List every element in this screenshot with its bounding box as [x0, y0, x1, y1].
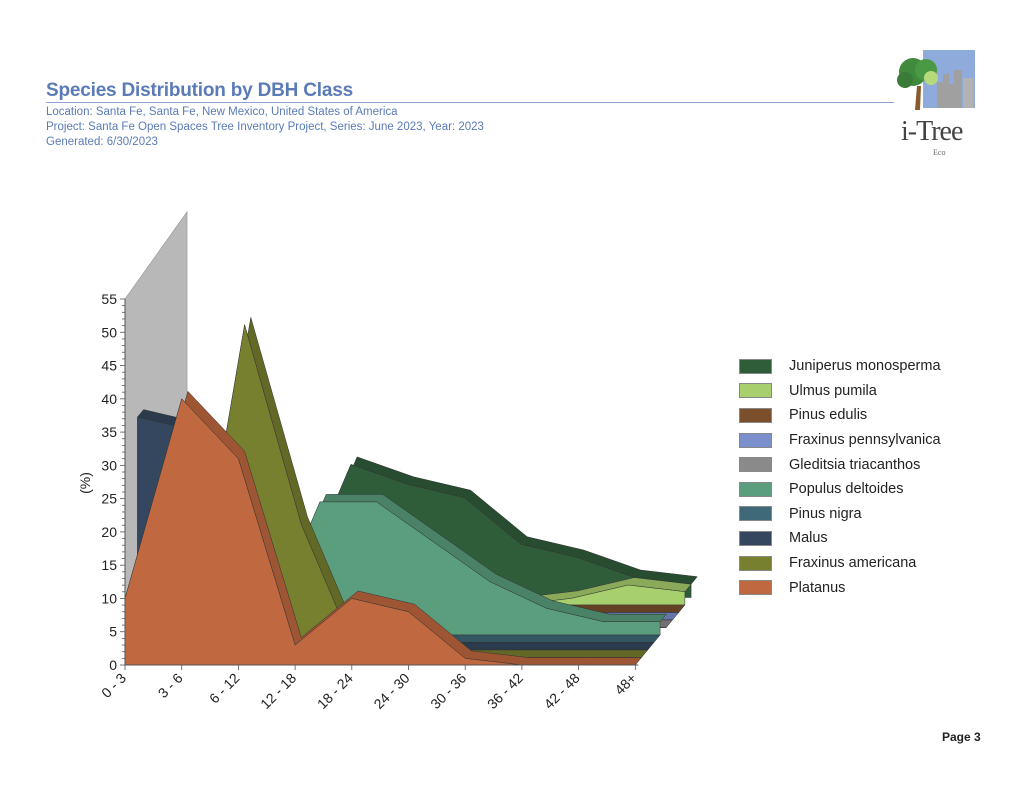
x-tick-label: 36 - 42	[484, 670, 526, 712]
legend-item: Fraxinus pennsylvanica	[739, 428, 941, 453]
legend-item: Ulmus pumila	[739, 379, 941, 404]
legend-swatch	[739, 481, 772, 497]
y-tick-label: 0	[109, 657, 117, 673]
x-tick-label: 0 - 3	[98, 670, 129, 701]
y-tick-label: 45	[101, 358, 117, 374]
logo-subtitle: Eco	[933, 148, 946, 157]
y-tick-label: 5	[109, 624, 117, 640]
legend-swatch	[739, 506, 772, 522]
page-number: Page 3	[942, 730, 981, 744]
x-tick-label: 6 - 12	[206, 670, 243, 707]
chart-legend: Juniperus monosperma Ulmus pumila Pinus ed…	[739, 354, 941, 600]
page-title: Species Distribution by DBH Class	[46, 80, 353, 101]
x-tick-label: 18 - 24	[314, 670, 356, 712]
generated-text: Generated: 6/30/2023	[46, 136, 158, 148]
legend-label: Fraxinus pennsylvanica	[789, 432, 941, 449]
legend-item: Fraxinus americana	[739, 551, 941, 576]
legend-swatch	[739, 432, 772, 448]
x-tick-label: 48+	[611, 670, 639, 698]
y-tick-label: 55	[101, 291, 117, 307]
legend-swatch	[739, 530, 772, 546]
legend-item: Platanus	[739, 575, 941, 600]
x-tick-label: 3 - 6	[155, 670, 186, 701]
logo-wordmark: i-Tree	[901, 116, 963, 147]
legend-label: Populus deltoides	[789, 481, 904, 498]
y-tick-label: 20	[101, 524, 117, 540]
legend-item: Pinus edulis	[739, 403, 941, 428]
legend-swatch	[739, 383, 772, 399]
legend-item: Populus deltoides	[739, 477, 941, 502]
legend-swatch	[739, 407, 772, 423]
y-tick-label: 35	[101, 424, 117, 440]
legend-label: Pinus edulis	[789, 407, 868, 424]
legend-label: Juniperus monosperma	[789, 358, 941, 375]
header-divider	[46, 102, 894, 103]
legend-item: Pinus nigra	[739, 502, 941, 527]
y-tick-label: 25	[101, 491, 117, 507]
y-tick-label: 15	[101, 557, 117, 573]
y-tick-label: 30	[101, 457, 117, 473]
location-text: Location: Santa Fe, Santa Fe, New Mexico…	[46, 106, 398, 118]
legend-swatch	[739, 358, 772, 374]
y-tick-label: 40	[101, 391, 117, 407]
legend-label: Platanus	[789, 579, 846, 596]
itree-logo: i-Tree Eco	[893, 48, 983, 160]
legend-swatch	[739, 555, 772, 571]
legend-label: Fraxinus americana	[789, 555, 917, 572]
legend-label: Malus	[789, 530, 828, 547]
x-tick-label: 30 - 36	[427, 670, 469, 712]
legend-label: Pinus nigra	[789, 505, 862, 522]
legend-swatch	[739, 457, 772, 473]
legend-label: Gleditsia triacanthos	[789, 456, 921, 473]
legend-label: Ulmus pumila	[789, 382, 877, 399]
legend-item: Gleditsia triacanthos	[739, 452, 941, 477]
project-text: Project: Santa Fe Open Spaces Tree Inven…	[46, 121, 484, 133]
x-tick-label: 24 - 30	[370, 670, 412, 712]
y-tick-label: 50	[101, 324, 117, 340]
y-axis-label: (%)	[77, 472, 93, 494]
y-tick-label: 10	[101, 590, 117, 606]
x-tick-label: 42 - 48	[541, 670, 583, 712]
legend-item: Juniperus monosperma	[739, 354, 941, 379]
x-tick-label: 12 - 18	[257, 670, 299, 712]
legend-item: Malus	[739, 526, 941, 551]
tree-city-icon	[897, 50, 975, 110]
legend-swatch	[739, 580, 772, 596]
